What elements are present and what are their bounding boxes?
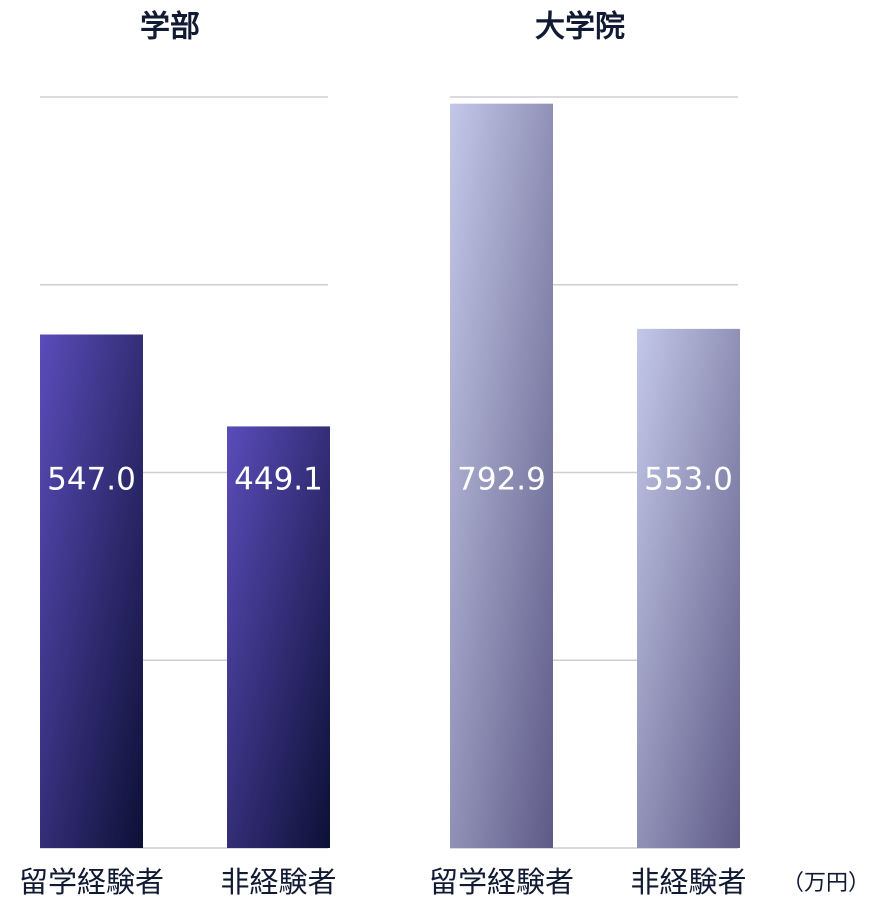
category-label: 非経験者 <box>220 865 336 899</box>
category-label: 留学経験者 <box>429 865 574 899</box>
category-label: 留学経験者 <box>19 865 164 899</box>
bar <box>450 103 553 849</box>
value-label: 792.9 <box>457 462 546 498</box>
category-label: 非経験者 <box>630 865 746 899</box>
chart-title: 大学院 <box>535 10 625 45</box>
unit-label: （万円） <box>782 871 870 896</box>
value-label: 553.0 <box>644 462 733 498</box>
value-label: 547.0 <box>47 462 136 498</box>
chart-title: 学部 <box>140 10 200 45</box>
value-label: 449.1 <box>234 462 323 498</box>
bar <box>637 328 740 849</box>
bar <box>227 426 330 848</box>
bar <box>40 334 143 848</box>
